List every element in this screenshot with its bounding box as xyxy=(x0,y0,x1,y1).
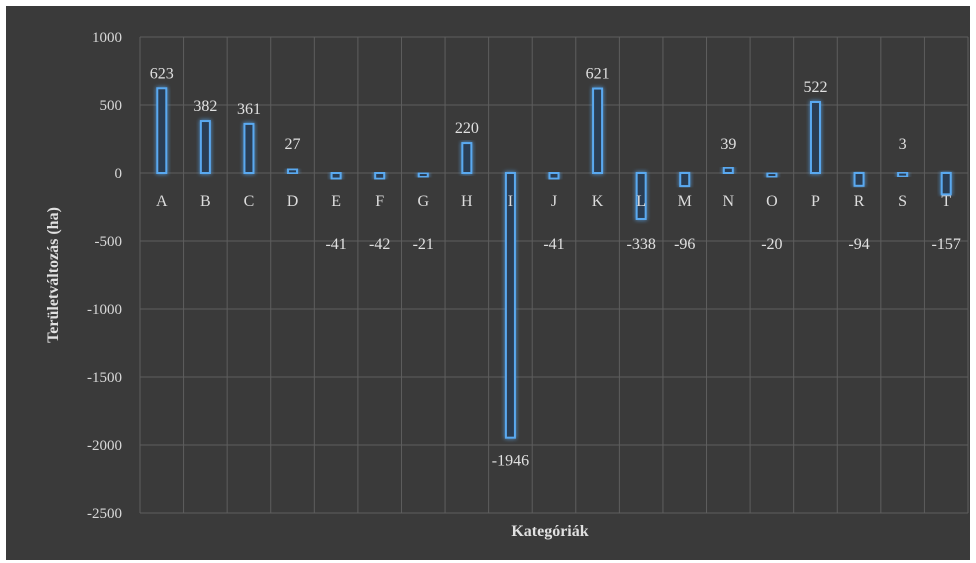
data-label: 522 xyxy=(803,79,827,96)
y-tick-label: -1000 xyxy=(87,302,122,318)
data-label: 382 xyxy=(193,98,217,115)
bar-P xyxy=(809,101,821,174)
y-tick-label: 500 xyxy=(100,98,123,114)
bar-B xyxy=(199,120,211,174)
category-label: S xyxy=(898,193,907,210)
category-label: I xyxy=(508,193,513,210)
data-label: 3 xyxy=(899,136,907,153)
category-label: H xyxy=(461,193,473,210)
bar-M xyxy=(679,172,691,188)
data-label: -41 xyxy=(325,236,346,253)
y-tick-label: 0 xyxy=(115,166,123,182)
bar-S xyxy=(897,171,909,178)
y-tick-label: -2500 xyxy=(87,506,122,522)
bar-F xyxy=(374,172,386,180)
bar-O xyxy=(766,172,778,178)
category-label: C xyxy=(244,193,255,210)
category-label: B xyxy=(200,193,211,210)
category-label: A xyxy=(156,193,168,210)
data-label: -41 xyxy=(543,236,564,253)
bar-A xyxy=(156,87,168,174)
bar-D xyxy=(287,168,299,175)
data-label: -1946 xyxy=(492,453,529,470)
data-label: -20 xyxy=(761,236,782,253)
category-label: R xyxy=(854,193,865,210)
bar-I xyxy=(504,172,516,439)
data-label: -338 xyxy=(626,236,655,253)
category-label: N xyxy=(723,193,735,210)
y-tick-label: -500 xyxy=(95,234,123,250)
bar-T xyxy=(940,172,952,196)
data-label: -21 xyxy=(413,236,434,253)
data-labels: 623 382 361 27 -41 -42 -21 220 -1946 -41 621 -338 -9… xyxy=(150,65,961,469)
data-label: 220 xyxy=(455,120,479,137)
bar-K xyxy=(592,87,604,174)
category-label: K xyxy=(592,193,604,210)
x-axis-title: Kategóriák xyxy=(511,523,588,540)
bar-E xyxy=(330,172,342,180)
category-label: F xyxy=(375,193,384,210)
category-label: G xyxy=(417,193,429,210)
bar-C xyxy=(243,122,255,174)
data-label: -157 xyxy=(932,236,961,253)
category-label: L xyxy=(636,193,646,210)
category-label: O xyxy=(766,193,778,210)
y-axis-title: Területváltozás (ha) xyxy=(45,207,62,343)
bar-chart: 1000 500 0 -500 -1000 -1500 -2000 -2500 A B C D E F G… xyxy=(45,30,969,540)
category-label: P xyxy=(811,193,820,210)
bar-N xyxy=(722,166,734,174)
data-label: -42 xyxy=(369,236,390,253)
category-label: D xyxy=(287,193,299,210)
grid xyxy=(139,36,969,514)
data-label: -94 xyxy=(848,236,869,253)
bar-H xyxy=(461,142,473,175)
data-label: 27 xyxy=(285,136,301,153)
data-label: 621 xyxy=(586,66,610,83)
data-label: 623 xyxy=(150,65,174,82)
category-label: M xyxy=(678,193,692,210)
category-label: J xyxy=(551,193,557,210)
bar-L xyxy=(635,172,647,220)
y-tick-label: -1500 xyxy=(87,370,122,386)
data-label: 361 xyxy=(237,101,261,118)
y-axis-ticks: 1000 500 0 -500 -1000 -1500 -2000 -2500 xyxy=(87,30,122,522)
bar-R xyxy=(853,172,865,187)
category-label: T xyxy=(941,193,951,210)
y-tick-label: -2000 xyxy=(87,438,122,454)
data-label: -96 xyxy=(674,236,695,253)
bar-G xyxy=(417,172,429,178)
category-label: E xyxy=(331,193,341,210)
chart-area: 1000 500 0 -500 -1000 -1500 -2000 -2500 A B C D E F G… xyxy=(6,6,970,560)
bars xyxy=(156,87,952,439)
y-tick-label: 1000 xyxy=(92,30,122,46)
bar-J xyxy=(548,172,560,180)
data-label: 39 xyxy=(720,136,736,153)
